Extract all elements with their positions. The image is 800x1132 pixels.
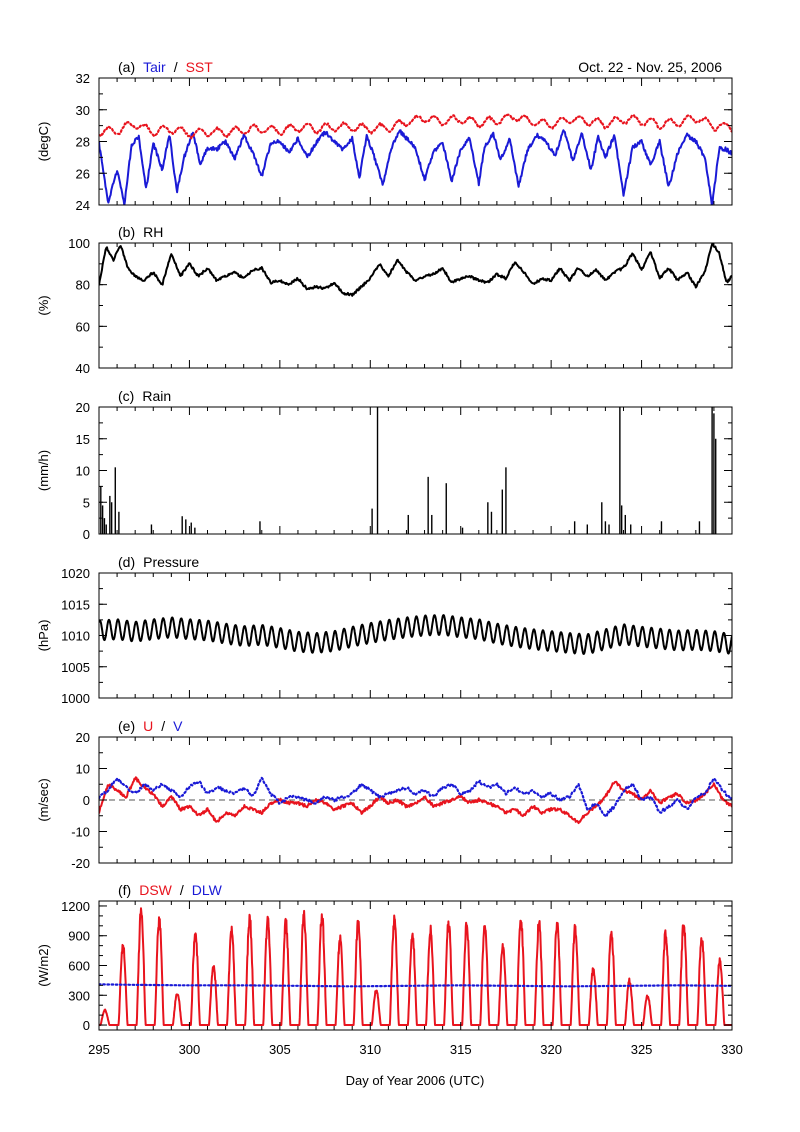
panel-tag: (f) (118, 882, 131, 898)
y-tick-label: 0 (83, 793, 90, 808)
y-tick-label: -10 (71, 825, 90, 840)
legend-v: V (173, 718, 183, 734)
series-separator: / (180, 882, 184, 898)
x-tick-label: 330 (721, 1042, 743, 1057)
legend-pressure: Pressure (143, 554, 199, 570)
plot-area-f (99, 907, 732, 1026)
y-tick-label: 32 (76, 71, 90, 86)
panel-title-c: (c) Rain (118, 388, 171, 404)
series-separator: / (174, 59, 178, 75)
x-tick-label: 325 (631, 1042, 653, 1057)
legend-tair: Tair (143, 59, 166, 75)
y-tick-label: 30 (76, 103, 90, 118)
y-axis-label: (hPa) (36, 620, 51, 652)
panel-title-d: (d) Pressure (118, 554, 199, 570)
y-tick-label: 1200 (61, 899, 90, 914)
x-tick-label: 295 (88, 1042, 110, 1057)
y-tick-label: 5 (83, 495, 90, 510)
y-tick-label: 80 (76, 278, 90, 293)
plot-area-e (99, 776, 732, 825)
panel-title-e: (e) U / V (118, 718, 183, 734)
series-v (99, 776, 732, 818)
panel-f: 0 300 600 900 1200 (W/m2) (f) DSW / DLW 295 300 305 3… (36, 882, 743, 1057)
panel-tag: (b) (118, 224, 135, 240)
panel-title-b: (b) RH (118, 224, 163, 240)
panel-tag: (d) (118, 554, 135, 570)
y-tick-label: 1005 (61, 660, 90, 675)
series-rh (99, 243, 732, 297)
x-tick-label: 305 (269, 1042, 291, 1057)
y-tick-label: 15 (76, 432, 90, 447)
legend-sst: SST (186, 59, 214, 75)
y-tick-label: 0 (83, 527, 90, 542)
legend-rain: Rain (142, 388, 171, 404)
panel-c: 0 5 10 15 20 (mm/h) (c) Rain (36, 388, 733, 542)
y-tick-label: 10 (76, 464, 90, 479)
date-range: Oct. 22 - Nov. 25, 2006 (578, 59, 722, 75)
panel-e: -20 -10 0 10 20 (m/sec) (e) U / V (36, 718, 733, 871)
series-pressure (99, 614, 732, 655)
x-axis-label: Day of Year 2006 (UTC) (346, 1073, 485, 1088)
panel-d: 1000 1005 1010 1015 1020 (hPa) (d) Pressure (36, 554, 733, 706)
y-axis-label: (W/m2) (36, 944, 51, 987)
y-tick-label: 60 (76, 319, 90, 334)
plot-area-a (99, 113, 732, 205)
y-tick-label: 20 (76, 730, 90, 745)
plot-area-d (99, 614, 732, 655)
legend-dsw: DSW (139, 882, 172, 898)
panel-tag: (e) (118, 718, 135, 734)
y-axis-label: (m/sec) (36, 778, 51, 821)
series-dsw (99, 907, 732, 1026)
frame-c (98, 406, 733, 535)
plot-area-c (100, 407, 717, 534)
panel-title-f: (f) DSW / DLW (118, 882, 223, 898)
y-tick-label: 900 (68, 929, 90, 944)
y-tick-label: 100 (68, 236, 90, 251)
series-u (99, 776, 732, 825)
legend-u: U (143, 718, 153, 734)
y-axis-label: (mm/h) (36, 450, 51, 491)
series-dlw (99, 983, 732, 988)
x-tick-label: 315 (450, 1042, 472, 1057)
x-tick-label: 310 (359, 1042, 381, 1057)
series-tair (99, 129, 732, 205)
panel-tag: (a) (118, 59, 135, 75)
y-tick-label: 600 (68, 959, 90, 974)
panel-title-a: (a) Tair / SST (118, 59, 213, 75)
x-tick-label: 320 (540, 1042, 562, 1057)
y-axis-label: (degC) (36, 122, 51, 162)
series-separator: / (161, 718, 165, 734)
panel-b: 40 60 80 100 (%) (b) RH (36, 224, 733, 376)
y-tick-label: 26 (76, 166, 90, 181)
y-tick-label: 0 (83, 1018, 90, 1033)
y-axis-label: (%) (36, 295, 51, 315)
y-tick-label: 1000 (61, 691, 90, 706)
plot-area-b (99, 243, 732, 297)
y-tick-label: 40 (76, 361, 90, 376)
y-tick-label: 1015 (61, 597, 90, 612)
series-sst (99, 113, 732, 140)
y-tick-label: 1010 (61, 629, 90, 644)
y-tick-label: 300 (68, 988, 90, 1003)
y-tick-label: 1020 (61, 566, 90, 581)
y-tick-label: 28 (76, 135, 90, 150)
panel-a: 24 26 28 30 32 (degC) (a) Tair / SST (36, 59, 733, 213)
y-tick-label: 20 (76, 400, 90, 415)
y-tick-label: 10 (76, 762, 90, 777)
y-tick-label: 24 (76, 198, 90, 213)
legend-rh: RH (143, 224, 163, 240)
legend-dlw: DLW (192, 882, 223, 898)
y-tick-label: -20 (71, 856, 90, 871)
x-tick-label: 300 (179, 1042, 201, 1057)
panel-tag: (c) (118, 388, 134, 404)
